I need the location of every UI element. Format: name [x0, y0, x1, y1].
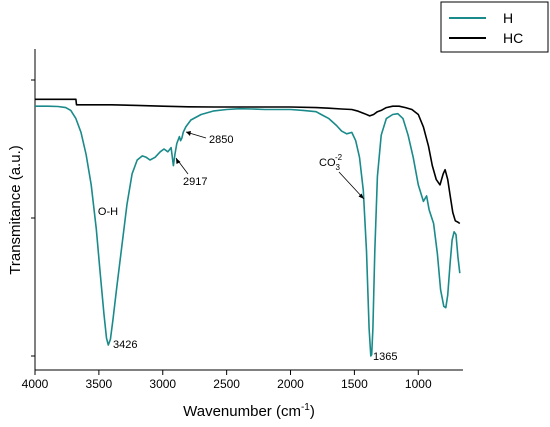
series-layer: [35, 98, 461, 357]
plot-frame: [31, 49, 463, 371]
x-axis-ticks: 4000 3500 3000 2500 2000 1500 1000: [22, 370, 432, 391]
annotation-oh: O-H: [98, 206, 118, 218]
annotation-2850: 2850: [209, 134, 233, 146]
x-tick-label: 2500: [213, 377, 240, 391]
annotation-1365: 1365: [373, 351, 397, 363]
annotation-2850-arrowhead: [186, 131, 191, 136]
series-line-hc: [35, 98, 461, 225]
annotation-3426: 3426: [113, 339, 137, 351]
x-tick-label: 4000: [22, 377, 49, 391]
annotation-2917-arrowhead: [176, 158, 181, 164]
annotation-2917: 2917: [183, 176, 207, 188]
x-tick-label: 1000: [405, 377, 432, 391]
annotation-co3-arrow: [338, 171, 365, 200]
x-tick-label: 1500: [341, 377, 368, 391]
x-tick-label: 2000: [277, 377, 304, 391]
x-tick-label: 3000: [149, 377, 176, 391]
y-axis-title: Transmitance (a.u.): [7, 145, 24, 275]
annotation-layer: O-H 3426 2917 2850 1365 CO3-2: [98, 131, 397, 363]
legend: H HC: [440, 1, 549, 53]
series-line-h: [35, 105, 461, 357]
annotation-co3: CO3-2: [319, 153, 343, 172]
x-axis-title: Wavenumber (cm-1): [183, 402, 315, 420]
legend-box: [440, 1, 549, 53]
annotation-co3-arrowhead: [358, 193, 364, 199]
legend-label-hc: HC: [503, 30, 523, 46]
x-tick-label: 3500: [86, 377, 113, 391]
legend-label-h: H: [503, 10, 513, 26]
